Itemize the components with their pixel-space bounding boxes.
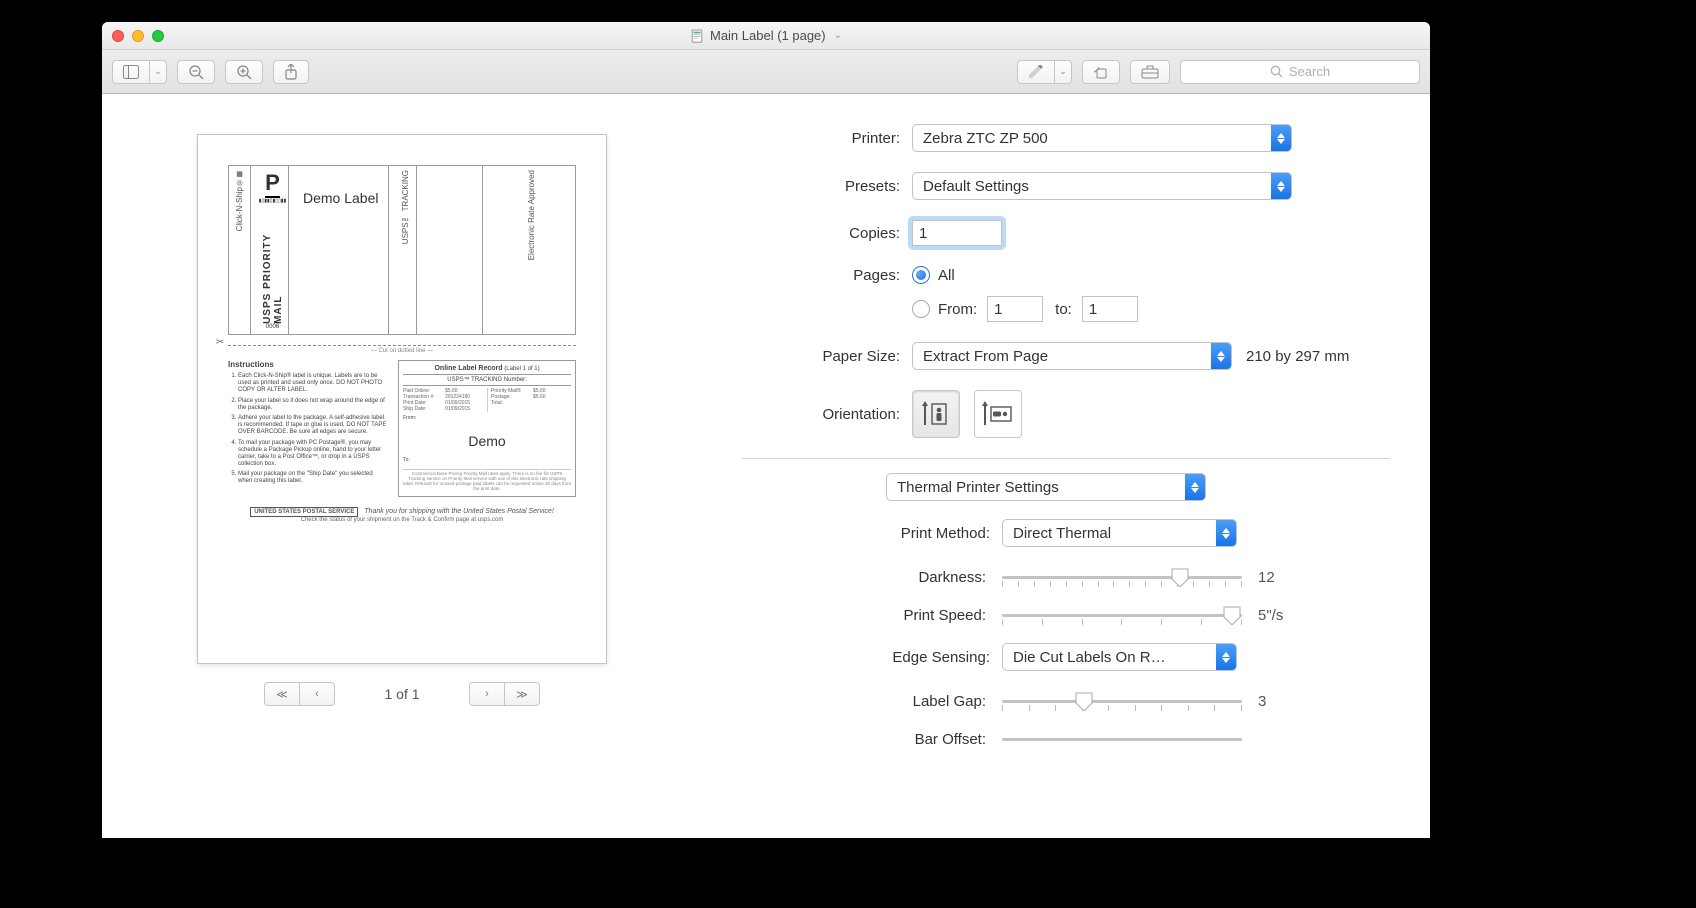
preview-pane: ▦ Click-N-Ship® P ▮▯▮▮▯▮▯▯▮▮ USPS PRIORI… (102, 94, 702, 838)
label-column-priority: P ▮▯▮▮▯▮▯▯▮▮ USPS PRIORITY MAIL 0006 (257, 166, 289, 334)
cut-line (228, 345, 576, 346)
pager-first-button[interactable]: ≪ (264, 682, 300, 706)
document-icon (690, 29, 704, 43)
page-preview: ▦ Click-N-Ship® P ▮▯▮▮▯▮▯▯▮▮ USPS PRIORI… (197, 134, 607, 664)
online-label-record: Online Label Record (Label 1 of 1) USPS™… (398, 360, 576, 497)
darkness-slider[interactable] (1002, 567, 1242, 587)
label-column-era: Electronic Rate Approved (489, 166, 576, 334)
search-icon (1270, 65, 1283, 78)
orientation-label: Orientation: (702, 406, 912, 423)
presets-label: Presets: (702, 178, 912, 195)
toolbox-icon (1141, 65, 1159, 79)
chevron-down-icon: ⌄ (834, 30, 842, 41)
settings-section-select[interactable]: Thermal Printer Settings (886, 473, 1206, 501)
label-column-cns: ▦ Click-N-Ship® (229, 166, 251, 334)
highlighter-icon (1028, 65, 1044, 79)
orientation-portrait-button[interactable] (912, 390, 960, 438)
minimize-button[interactable] (132, 30, 144, 42)
speed-slider[interactable] (1002, 605, 1242, 625)
zoom-out-button[interactable] (177, 60, 215, 84)
printer-label: Printer: (702, 130, 912, 147)
presets-select[interactable]: Default Settings (912, 172, 1292, 200)
settings-form: Printer: Zebra ZTC ZP 500 Presets: Defau… (702, 94, 1430, 838)
toolbox-button[interactable] (1130, 60, 1170, 84)
sidebar-toggle-group[interactable]: ⌄ (112, 60, 167, 84)
edge-sensing-select[interactable]: Die Cut Labels On R… (1002, 643, 1237, 671)
label-column-barcode (423, 166, 483, 334)
zoom-out-icon (188, 64, 204, 80)
rotate-button[interactable] (1082, 60, 1120, 84)
print-method-select[interactable]: Direct Thermal (1002, 519, 1237, 547)
bar-offset-label: Bar Offset: (702, 731, 1002, 748)
pages-to-label: to: (1055, 301, 1072, 318)
label-gap-label: Label Gap: (702, 693, 1002, 710)
zoom-in-button[interactable] (225, 60, 263, 84)
pages-all-label: All (938, 267, 955, 284)
preview-footer-sub: Check the status of your shipment on the… (228, 517, 576, 523)
window-title[interactable]: Main Label (1 page) ⌄ (102, 28, 1430, 43)
search-placeholder: Search (1289, 64, 1330, 79)
zoom-button[interactable] (152, 30, 164, 42)
print-dialog-window: Main Label (1 page) ⌄ ⌄ ⌄ (102, 22, 1430, 838)
paper-dimensions: 210 by 297 mm (1246, 348, 1349, 365)
paper-size-select[interactable]: Extract From Page (912, 342, 1232, 370)
pages-all-radio[interactable] (912, 266, 930, 284)
darkness-label: Darkness: (702, 569, 1002, 586)
pages-from-input[interactable] (987, 296, 1043, 322)
copies-label: Copies: (702, 225, 912, 242)
section-divider (742, 458, 1390, 459)
speed-label: Print Speed: (702, 607, 1002, 624)
bar-offset-slider[interactable] (1002, 729, 1242, 749)
landscape-icon (981, 399, 1015, 429)
print-method-label: Print Method: (702, 525, 1002, 542)
close-button[interactable] (112, 30, 124, 42)
sidebar-toggle-button[interactable] (112, 60, 150, 84)
instructions-title: Instructions (228, 360, 388, 369)
orientation-landscape-button[interactable] (974, 390, 1022, 438)
edge-sensing-label: Edge Sensing: (702, 649, 1002, 666)
pages-to-input[interactable] (1082, 296, 1138, 322)
portrait-icon (921, 399, 951, 429)
titlebar: Main Label (1 page) ⌄ (102, 22, 1430, 50)
speed-value: 5"/s (1258, 607, 1283, 624)
label-gap-value: 3 (1258, 693, 1266, 710)
zoom-in-icon (236, 64, 252, 80)
paper-size-label: Paper Size: (702, 348, 912, 365)
preview-footer: UNITED STATES POSTAL SERVICE Thank you f… (228, 507, 576, 517)
label-column-address: Demo Label (295, 166, 389, 334)
pager-last-button[interactable]: ≫ (504, 682, 540, 706)
instructions-list: Each Click-N-Ship® label is unique. Labe… (228, 373, 388, 486)
rotate-icon (1093, 65, 1109, 79)
sidebar-menu-chevron[interactable]: ⌄ (149, 60, 167, 84)
pager-label: 1 of 1 (347, 686, 457, 702)
pages-range-radio[interactable] (912, 300, 930, 318)
search-field[interactable]: Search (1180, 60, 1420, 84)
share-icon (284, 64, 298, 80)
markup-group[interactable]: ⌄ (1017, 60, 1072, 84)
pages-from-label: From: (938, 301, 977, 318)
label-gap-slider[interactable] (1002, 691, 1242, 711)
printer-select[interactable]: Zebra ZTC ZP 500 (912, 124, 1292, 152)
sidebar-icon (123, 65, 139, 79)
markup-button[interactable] (1017, 60, 1055, 84)
pager-next-button[interactable]: › (469, 682, 505, 706)
share-button[interactable] (273, 60, 309, 84)
toolbar: ⌄ ⌄ Search (102, 50, 1430, 94)
pager: ≪ ‹ 1 of 1 › ≫ (264, 682, 540, 706)
darkness-value: 12 (1258, 569, 1275, 586)
markup-chevron[interactable]: ⌄ (1054, 60, 1072, 84)
pages-label: Pages: (702, 267, 912, 284)
copies-input[interactable] (912, 220, 1002, 246)
pager-prev-button[interactable]: ‹ (299, 682, 335, 706)
label-column-tracking: USPS™ TRACKING (395, 166, 417, 334)
